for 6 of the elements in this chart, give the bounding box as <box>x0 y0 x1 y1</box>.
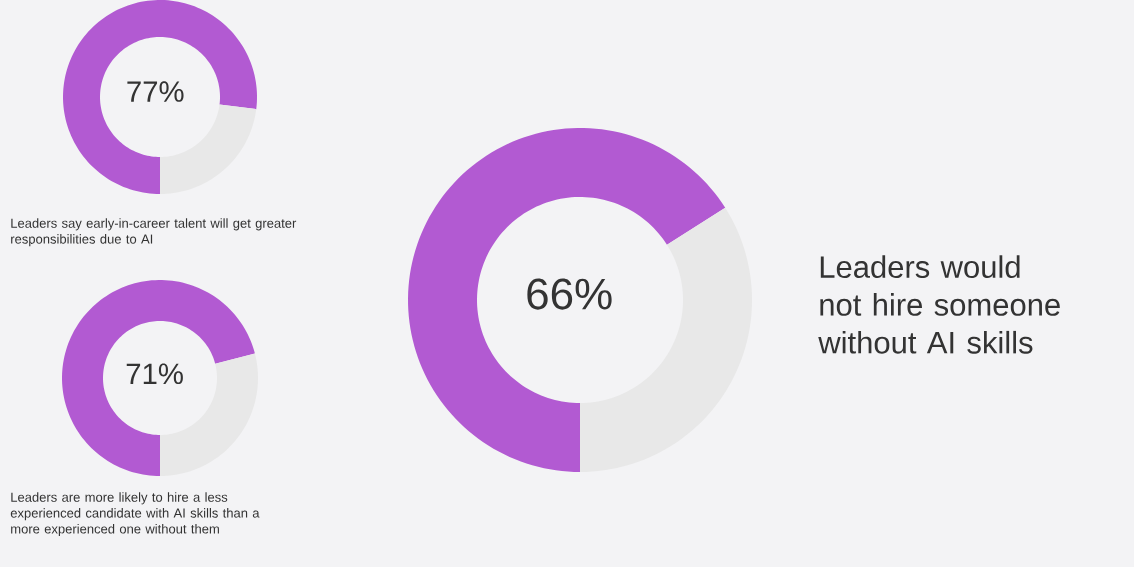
data-label: 77% <box>127 81 184 102</box>
data-label: 71% <box>126 363 183 385</box>
text: Leaders are more likely to hire a less experienced candidate with AI skills than a more experienced one without them <box>10 492 260 537</box>
data-label: 66% <box>527 278 612 310</box>
text: Leaders say early-in-career talent will get greater responsibilities due to AI <box>11 218 297 247</box>
text: Leaders would not hire someone without AI skills <box>818 255 1060 354</box>
